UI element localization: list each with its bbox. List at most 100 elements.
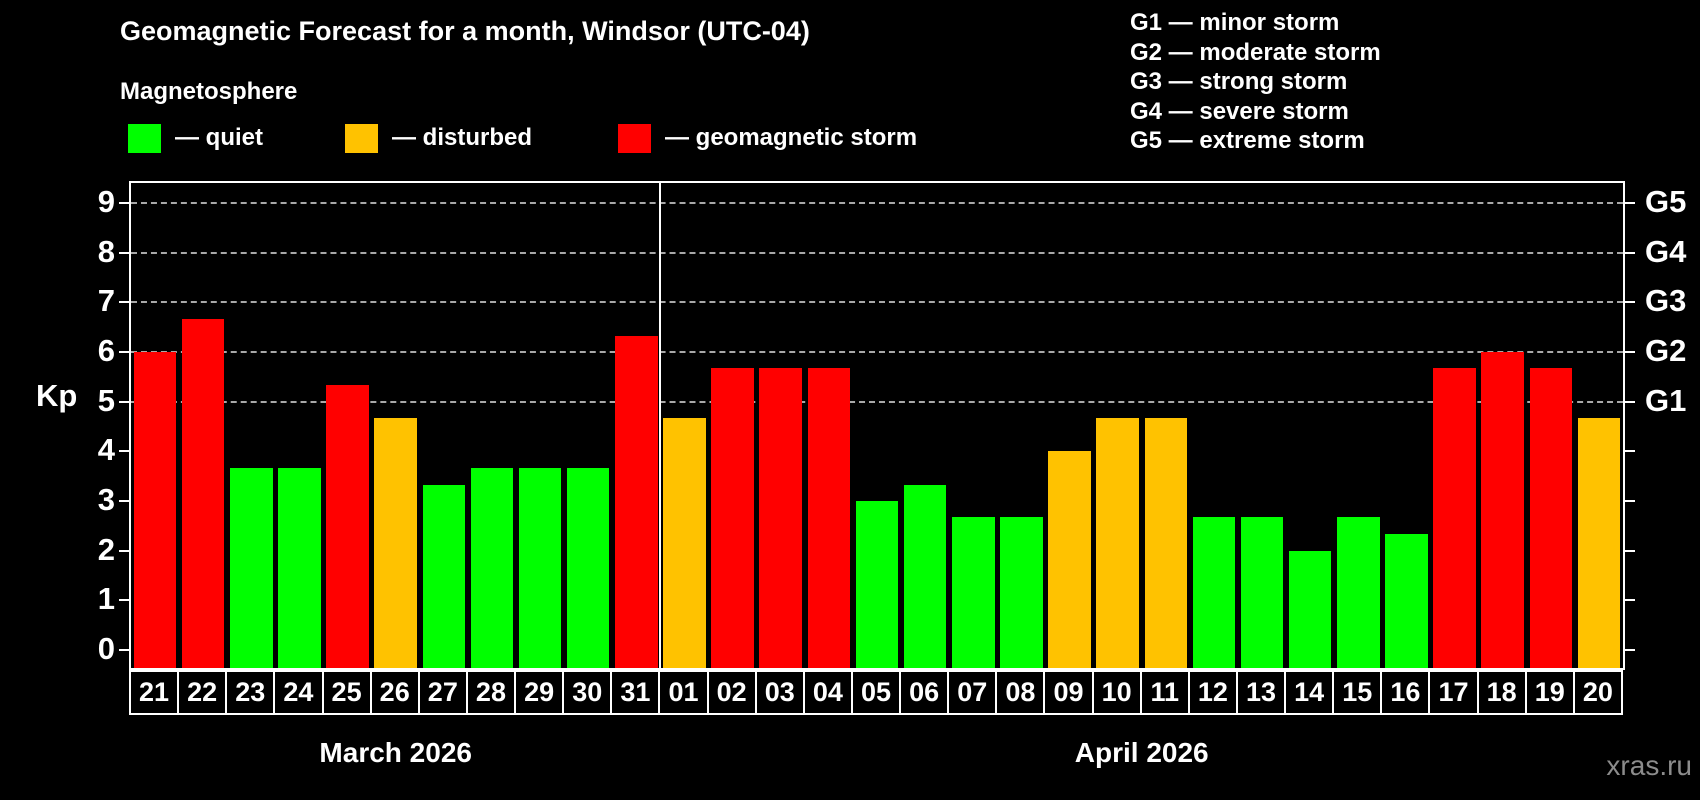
y-tick-label: 0 <box>97 631 115 667</box>
y-tick-label: 5 <box>97 382 115 418</box>
kp-bar <box>1288 550 1332 668</box>
date-cell: 02 <box>706 670 757 715</box>
date-cell: 01 <box>658 670 709 715</box>
kp-bar <box>422 484 466 668</box>
chart-plot-area <box>129 181 1625 670</box>
quiet-swatch <box>128 123 161 153</box>
legend-item-quiet: — quiet <box>128 122 263 154</box>
y-tick-label: 1 <box>97 581 115 617</box>
kp-bar <box>951 517 995 668</box>
kp-bar <box>1577 418 1621 668</box>
date-cell: 09 <box>1043 670 1094 715</box>
kp-bar <box>1337 517 1380 668</box>
right-tick-mark <box>1623 350 1635 353</box>
month-label: March 2026 <box>319 737 472 768</box>
right-tick-mark <box>1623 599 1635 602</box>
kp-bar <box>278 467 321 668</box>
g-legend-line: G2 — moderate storm <box>1130 38 1381 66</box>
y-tick-label: 9 <box>97 183 115 219</box>
y-tick-mark <box>119 450 131 453</box>
date-cell: 28 <box>465 670 517 715</box>
date-cell: 29 <box>514 670 565 715</box>
date-cell: 04 <box>802 670 853 715</box>
date-axis: 21 22 23 24 25 26 27 28 29 30 31 01 02 03 04 05 06 07 08 09… <box>129 670 1625 715</box>
kp-bar <box>326 385 369 668</box>
date-cell: 23 <box>225 670 276 715</box>
kp-bar <box>903 484 947 668</box>
legend-item-storm: — geomagnetic storm <box>618 122 917 154</box>
y-tick-mark <box>119 301 131 304</box>
kp-bar <box>1192 517 1236 668</box>
grid-line-kp5 <box>131 400 1623 403</box>
date-cell: 13 <box>1235 670 1287 715</box>
right-tick-mark <box>1623 201 1635 204</box>
kp-bar <box>181 318 225 668</box>
date-cell: 07 <box>947 670 998 715</box>
month-label: April 2026 <box>1074 737 1209 768</box>
y-tick-label: 6 <box>97 332 115 368</box>
y-tick-mark <box>119 649 131 652</box>
y-axis-title: Kp <box>36 378 78 413</box>
kp-bar <box>1000 517 1043 668</box>
g-legend-line: G1 — minor storm <box>1130 9 1340 36</box>
date-cell: 12 <box>1187 670 1238 715</box>
kp-bar <box>807 368 851 668</box>
date-cell: 10 <box>1091 670 1142 715</box>
right-tick-mark <box>1623 251 1635 254</box>
y-tick-mark <box>119 201 131 204</box>
kp-bar <box>1433 368 1476 668</box>
g-axis-label: G1 <box>1645 382 1687 418</box>
g-legend-line: G3 — strong storm <box>1130 68 1348 95</box>
kp-bar <box>566 467 610 668</box>
date-cell: 16 <box>1380 670 1431 715</box>
watermark: xras.ru <box>1606 750 1692 781</box>
kp-bar <box>230 467 273 668</box>
kp-bar <box>470 467 514 668</box>
right-tick-mark <box>1623 649 1635 652</box>
g-legend-line: G5 — extreme storm <box>1130 127 1365 154</box>
kp-bar <box>1144 418 1188 668</box>
date-cell: 05 <box>850 670 902 715</box>
kp-bar <box>1240 517 1284 668</box>
kp-bar <box>374 418 417 668</box>
y-tick-label: 7 <box>97 283 115 319</box>
grid-line-kp8 <box>131 251 1623 254</box>
grid-line-kp9 <box>131 201 1623 204</box>
y-tick-mark <box>119 549 131 552</box>
kp-bar <box>1529 368 1573 668</box>
right-tick-mark <box>1623 500 1635 503</box>
y-tick-mark <box>119 500 131 503</box>
grid-line-kp7 <box>131 301 1623 304</box>
y-tick-mark <box>119 350 131 353</box>
date-cell: 03 <box>754 670 805 715</box>
date-cell: 26 <box>369 670 420 715</box>
y-tick-mark <box>119 400 131 403</box>
date-cell: 31 <box>610 670 661 715</box>
date-cell: 25 <box>321 670 372 715</box>
g-axis-label: G4 <box>1645 233 1687 269</box>
storm-swatch <box>618 123 651 153</box>
y-tick-label: 2 <box>97 531 115 567</box>
right-tick-mark <box>1623 400 1635 403</box>
legend-label: — geomagnetic storm <box>665 124 918 151</box>
date-cell: 18 <box>1476 670 1527 715</box>
date-cell: 08 <box>995 670 1046 715</box>
date-cell: 27 <box>417 670 468 715</box>
month-separator-line <box>659 183 662 668</box>
date-cell: 20 <box>1572 670 1623 715</box>
right-tick-mark <box>1623 301 1635 304</box>
page-title: Geomagnetic Forecast for a month, Windso… <box>120 16 810 46</box>
right-tick-mark <box>1623 450 1635 453</box>
date-cell: 21 <box>129 670 180 715</box>
g-legend-line: G4 — severe storm <box>1130 97 1349 125</box>
y-tick-mark <box>119 599 131 602</box>
g-scale-legend: G1 — minor storm G2 — moderate storm G3 — … <box>1130 8 1381 156</box>
kp-bar <box>663 418 706 668</box>
kp-bar <box>1096 418 1139 668</box>
date-cell: 24 <box>273 670 324 715</box>
date-cell: 14 <box>1284 670 1335 715</box>
legend-label: — quiet <box>175 124 263 151</box>
y-tick-mark <box>119 251 131 254</box>
kp-bar <box>711 368 754 668</box>
